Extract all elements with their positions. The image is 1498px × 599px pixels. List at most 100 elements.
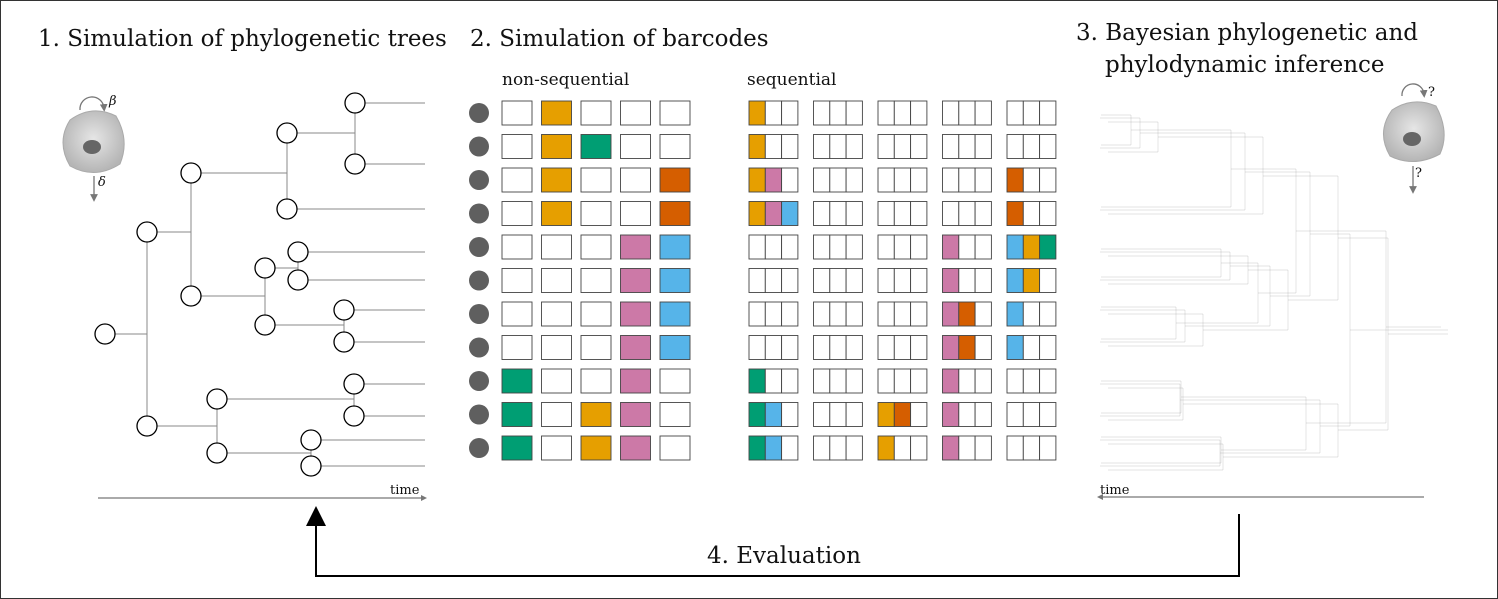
sequential-slot — [942, 234, 960, 260]
nonsequential-site — [659, 201, 691, 226]
cell-marker — [469, 136, 489, 157]
nonsequential-site — [659, 335, 691, 360]
nonsequential-site — [541, 368, 572, 394]
sequential-slot — [764, 335, 783, 360]
cell-marker — [469, 371, 489, 391]
sequential-slot — [813, 201, 831, 226]
sequential-slot — [974, 100, 992, 126]
sequential-slot — [829, 234, 847, 260]
sequential-slot — [974, 201, 992, 226]
sequential-slot — [813, 301, 831, 327]
unknown-death-symbol: ? — [1415, 166, 1422, 181]
nonsequential-site — [659, 435, 691, 461]
sequential-slot — [845, 167, 863, 193]
sequential-slot — [942, 134, 960, 159]
cell-marker — [469, 304, 489, 324]
nonsequential-site — [580, 335, 612, 360]
nonsequential-site — [620, 201, 651, 226]
sequential-slot — [1039, 134, 1057, 159]
sequential-slot — [893, 100, 912, 126]
nonsequential-site — [580, 301, 612, 327]
nonsequential-site — [620, 268, 651, 293]
sequential-slot — [1006, 201, 1024, 226]
nonsequential-site — [580, 234, 612, 260]
nonsequential-site — [620, 435, 651, 461]
sequential-slot — [1039, 335, 1057, 360]
nonsequential-site — [620, 301, 651, 327]
nonsequential-site — [541, 100, 572, 126]
sequential-slot — [1022, 435, 1041, 461]
cell-icon — [62, 96, 125, 202]
sequential-slot — [764, 234, 783, 260]
sequential-slot — [829, 335, 847, 360]
nonsequential-site — [541, 268, 572, 293]
nonsequential-site — [541, 402, 572, 427]
sequential-slot — [813, 402, 831, 427]
sequential-slot — [893, 301, 912, 327]
sequential-slot — [829, 167, 847, 193]
cell-marker — [469, 270, 489, 291]
sequential-slot — [813, 234, 831, 260]
nonsequential-site — [620, 402, 651, 427]
nonsequential-label: non-sequential — [502, 70, 630, 90]
sequential-slot — [974, 167, 992, 193]
sequential-slot — [1039, 402, 1057, 427]
nonsequential-site — [620, 234, 651, 260]
barcode-grid — [469, 100, 1057, 461]
sequential-slot — [958, 100, 976, 126]
sequential-slot — [1006, 435, 1024, 461]
sequential-slot — [1022, 301, 1041, 327]
sequential-slot — [877, 134, 895, 159]
sequential-slot — [974, 268, 992, 293]
nonsequential-site — [620, 134, 651, 159]
sequential-slot — [958, 268, 976, 293]
sequential-slot — [1039, 435, 1057, 461]
sequential-slot — [1039, 100, 1057, 126]
sequential-slot — [764, 268, 783, 293]
sequential-slot — [910, 201, 928, 226]
sequential-slot — [764, 167, 783, 193]
sequential-slot — [781, 301, 799, 327]
sequential-slot — [877, 368, 895, 394]
sequential-slot — [764, 100, 783, 126]
sequential-slot — [1006, 134, 1024, 159]
sequential-slot — [1006, 402, 1024, 427]
death-rate-symbol: δ — [98, 175, 106, 190]
sequential-slot — [845, 201, 863, 226]
time-label-right: time — [1100, 483, 1130, 498]
sequential-slot — [893, 402, 912, 427]
sequential-slot — [813, 134, 831, 159]
nonsequential-site — [501, 301, 533, 327]
sequential-slot — [748, 167, 766, 193]
sequential-slot — [958, 134, 976, 159]
sequential-slot — [893, 134, 912, 159]
nonsequential-site — [580, 435, 612, 461]
sequential-slot — [845, 335, 863, 360]
nonsequential-site — [501, 268, 533, 293]
sequential-slot — [1022, 268, 1041, 293]
time-label-left: time — [390, 483, 420, 498]
sequential-slot — [813, 268, 831, 293]
sequential-slot — [910, 268, 928, 293]
sequential-slot — [910, 134, 928, 159]
nonsequential-site — [580, 368, 612, 394]
sequential-slot — [942, 167, 960, 193]
sequential-slot — [877, 100, 895, 126]
sequential-slot — [748, 301, 766, 327]
sequential-slot — [1022, 134, 1041, 159]
sequential-slot — [845, 435, 863, 461]
cell-marker — [469, 237, 489, 257]
sequential-slot — [893, 234, 912, 260]
sequential-slot — [748, 100, 766, 126]
sequential-slot — [958, 368, 976, 394]
sequential-slot — [1022, 234, 1041, 260]
sequential-slot — [910, 301, 928, 327]
sequential-slot — [813, 167, 831, 193]
nonsequential-site — [501, 402, 533, 427]
cell-icon-unknown — [1383, 83, 1445, 194]
sequential-slot — [845, 134, 863, 159]
sequential-slot — [877, 335, 895, 360]
sequential-slot — [910, 368, 928, 394]
sequential-slot — [1006, 335, 1024, 360]
